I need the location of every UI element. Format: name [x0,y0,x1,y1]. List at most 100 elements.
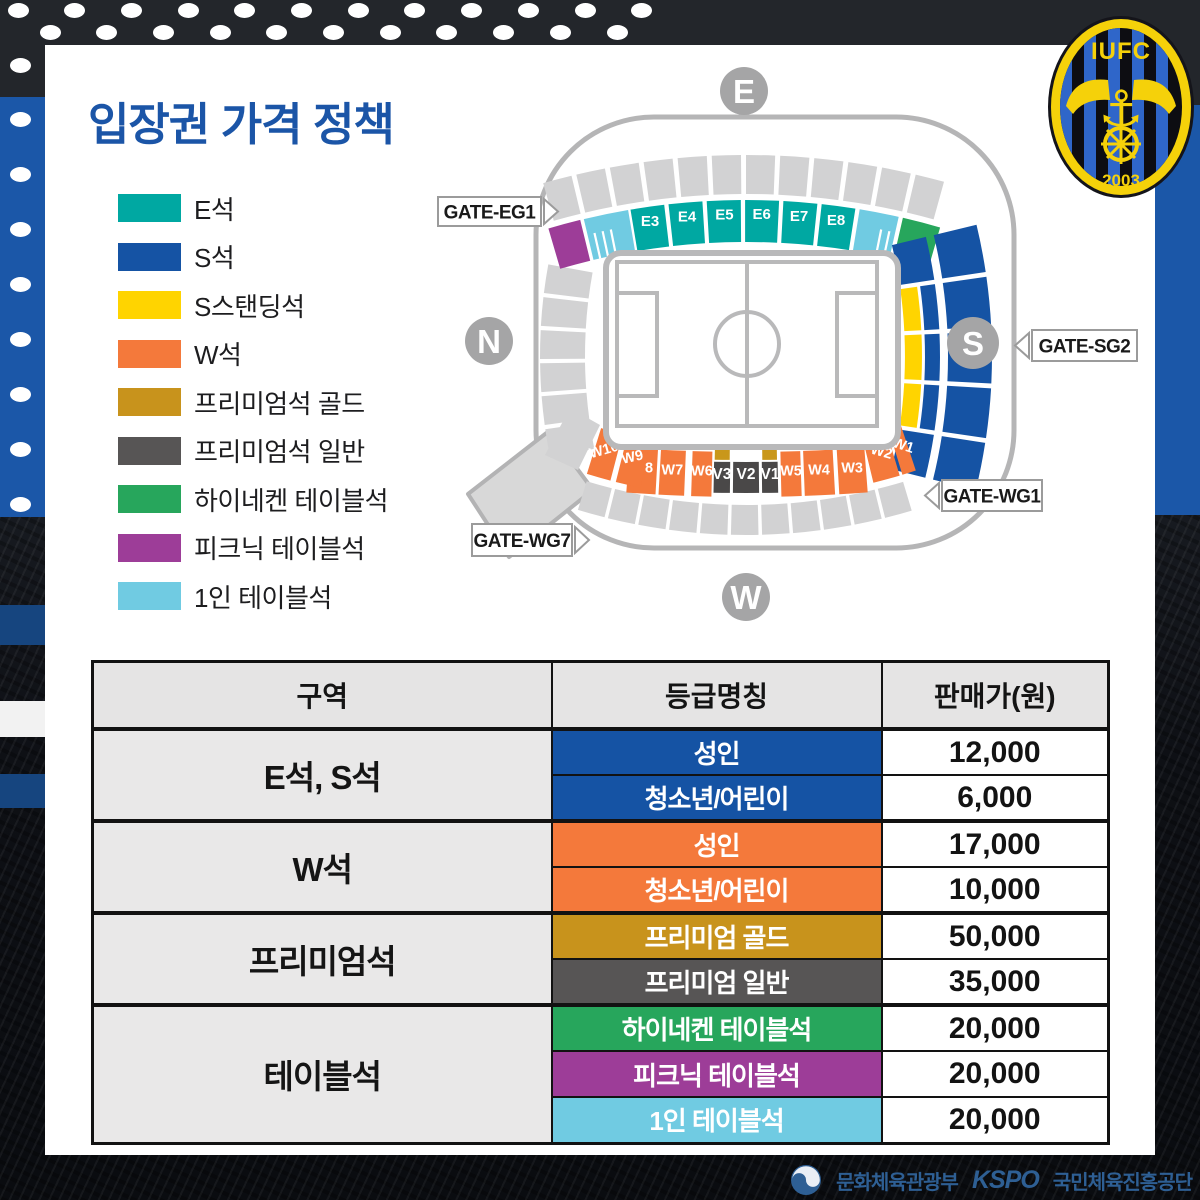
dot [96,24,118,40]
e-upper-tier-section [778,155,810,197]
gate-wg7-label-arrow-icon [574,524,591,556]
gate-eg1-label-arrow-icon [543,196,560,227]
footer-ministry-name: 문화체육관광부 [836,1171,959,1194]
gate-wg7-label-box [471,523,573,557]
e-upper-tier-section [576,168,613,213]
v-section-label: V2 [737,466,756,483]
badge-east [720,67,768,115]
footer: 문화체육관광부 KSPO 국민체육진흥공단 [0,1160,1193,1200]
section-e-seat [630,204,670,251]
e-section-label: E7 [790,208,808,225]
grade-cell: 성인 [550,727,883,776]
emblem-anchor-icon: ⚓ [1099,81,1144,137]
dot [9,386,31,402]
dot [291,2,312,18]
section-v-premium [713,461,731,493]
badge-east-label: E [733,73,755,110]
section-s-seat [942,276,992,329]
e-section-label: E3 [641,213,659,230]
gate-sg2-label: GATE-SG2 [1039,337,1131,358]
legend-color-swatch [118,194,181,222]
section-premium-gold [714,449,730,460]
dot [9,57,31,73]
badge-west [722,573,770,621]
e-upper-tier-section [677,156,709,197]
n-stand-section [541,392,590,425]
dot [39,24,61,40]
e-section-label: E8 [827,212,845,229]
grade-cell: 1인 테이블석 [550,1096,883,1144]
legend-item: 피크닉 테이블석 [118,533,388,564]
mcst-ministry-icon [791,1165,822,1195]
pitch-center-circle [713,310,781,378]
page-title: 입장권 가격 정책 [88,99,395,150]
dot [517,2,539,18]
dot [549,24,571,40]
legend-label: 피크닉 테이블석 [194,534,365,564]
dot [209,24,231,40]
gate-eg1-label-box [437,196,542,227]
price-table: 구역 등급명칭 판매가(원) E석, S석 성인 12,000 청소년/어린이 6,000 W… [91,660,1110,1145]
table-header-cell: 등급명칭 [550,660,883,731]
dot [574,2,596,18]
left-edge-white-band [0,701,45,737]
zone-cell: 테이블석 [91,1003,553,1144]
price-cell: 17,000 [880,819,1110,868]
legend-item: S스탠딩석 [118,291,388,322]
dot [9,276,31,292]
dot [266,24,288,40]
seat-legend: E석 S석 S스탠딩석 W석 프리미엄석 골드 프리미엄석 일반 하이네켄 테이블석 피크닉 … [118,194,389,631]
price-cell: 50,000 [880,911,1110,960]
dot [9,496,31,512]
dot [379,24,401,40]
price-cell: 20,000 [880,1003,1110,1052]
legend-color-swatch [118,339,181,368]
price-row: 프리미엄 일반 35,000 [93,958,1110,1006]
table-header-cell: 구역 [91,660,553,731]
dot [404,2,426,18]
dot [177,2,199,18]
price-row: 테이블석 하이네켄 테이블석 20,000 [91,1003,1110,1144]
footer-kspo-name: 국민체육진흥공단 [1052,1171,1193,1194]
legend-color-swatch [118,533,181,562]
price-row: 프리미엄석 프리미엄 골드 50,000 [91,911,1110,1006]
section-w-seat [803,449,836,496]
kspo-logo-text: KSPO [971,1165,1040,1194]
e-section-label: E4 [678,209,697,226]
gate-sg2-label-box [1031,329,1138,362]
dot [436,24,458,40]
price-row: W석 성인 17,000 [91,819,1110,914]
gate-wg1-label-arrow-icon [923,480,940,511]
grade-cell: 청소년/어린이 [550,774,883,822]
price-cell: 20,000 [880,1096,1110,1144]
emblem-club-initials: IUFC [1091,38,1151,65]
e-upper-tier-section [711,155,742,195]
legend-label: W석 [194,340,242,370]
stadium-outer-ring [533,114,1017,551]
section-premium-gold [762,449,777,460]
section-s-standing [904,334,922,380]
legend-label: E석 [194,194,235,225]
emblem-founding-year: 2003 [1102,171,1140,190]
legend-item: E석 [118,194,388,225]
gate-wg7-label: GATE-WG7 [474,531,571,552]
iufc-club-emblem: IUFC ⚓ 2003 [1048,16,1194,198]
zone-cell: 프리미엄석 [91,911,553,1006]
grade-cell: 피크닉 테이블석 [550,1050,883,1098]
legend-label: S스탠딩석 [194,291,305,322]
gate-wg1-label-box [941,479,1043,512]
w-lower-tier-section [849,489,882,525]
field-platform [603,250,901,450]
grade-cell: 프리미엄 골드 [550,911,883,960]
section-s-seat [924,333,940,381]
dot [9,331,31,347]
e-upper-tier-section [810,158,844,201]
grade-cell: 성인 [550,819,883,868]
pitch-penalty-box-left [615,291,659,398]
badge-south [947,317,999,369]
dot [323,24,344,40]
left-edge-blue-band [0,605,45,645]
e-upper-tier-section [906,174,944,220]
dot [606,24,628,40]
section-s-seat [920,284,940,331]
